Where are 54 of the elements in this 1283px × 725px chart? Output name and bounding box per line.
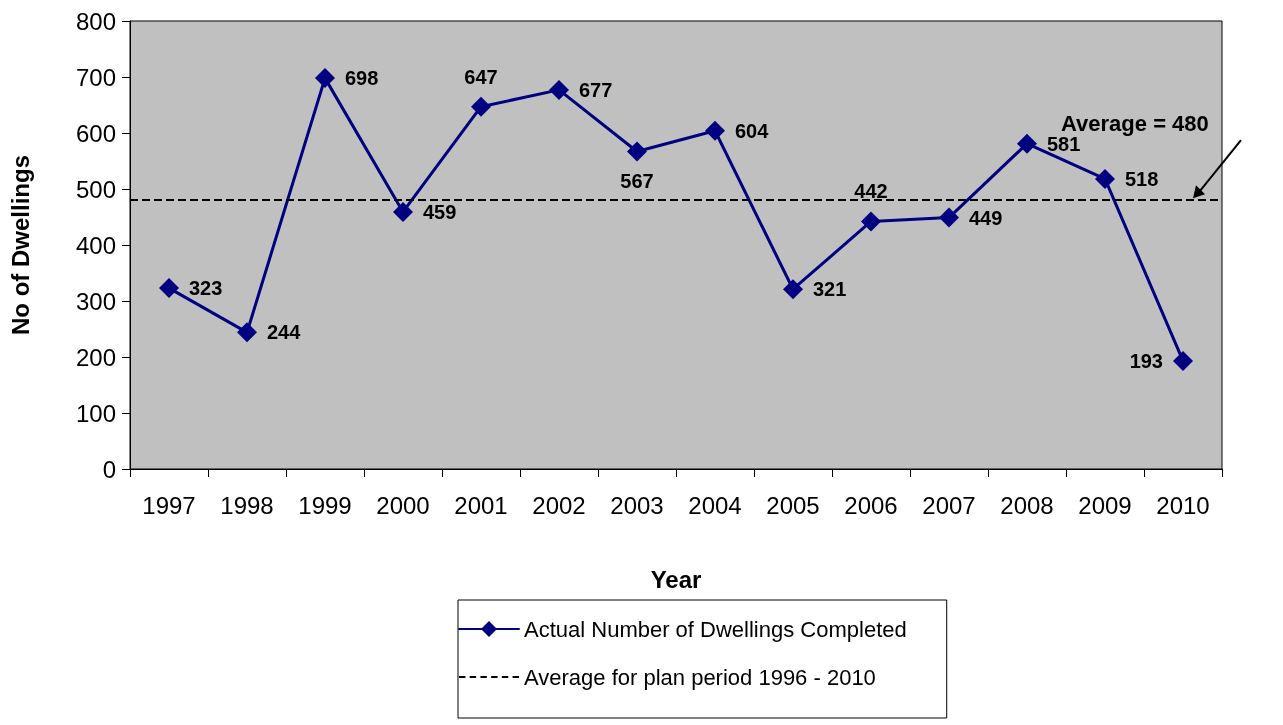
data-label: 244 <box>267 321 302 344</box>
x-tick-label: 2003 <box>610 491 664 519</box>
point <box>159 278 179 299</box>
point <box>1017 133 1037 154</box>
data-label: 323 <box>189 277 223 300</box>
data-label: 449 <box>969 206 1003 229</box>
point <box>627 141 647 162</box>
point <box>1095 168 1115 189</box>
data-label: 604 <box>735 119 770 142</box>
y-tick-label: 100 <box>75 399 116 427</box>
x-tick-label: 2000 <box>376 491 430 519</box>
x-tick-label: 2010 <box>1156 491 1210 519</box>
y-tick-label: 700 <box>75 63 116 91</box>
x-tick-label: 2008 <box>1000 491 1054 519</box>
y-tick-label: 400 <box>75 231 116 259</box>
y-tick-label: 800 <box>75 7 116 35</box>
point <box>939 207 959 228</box>
data-label: 321 <box>813 278 847 301</box>
y-axis-title: No of Dwellings <box>6 155 34 335</box>
point <box>393 201 413 222</box>
data-label: 442 <box>854 180 888 203</box>
point <box>1173 350 1193 371</box>
x-tick-label: 2009 <box>1078 491 1132 519</box>
x-tick-label: 2006 <box>844 491 898 519</box>
legend-label: Average for plan period 1996 - 2010 <box>524 664 876 690</box>
y-tick-label: 600 <box>75 119 116 147</box>
data-label: 647 <box>464 65 498 88</box>
point <box>861 211 881 232</box>
y-tick-label: 500 <box>75 175 116 203</box>
data-label: 677 <box>579 78 613 101</box>
y-tick-label: 200 <box>75 343 116 371</box>
legend-label: Actual Number of Dwellings Completed <box>524 616 907 642</box>
x-tick-label: 2001 <box>454 491 508 519</box>
data-label: 193 <box>1129 349 1163 372</box>
point <box>315 68 335 89</box>
x-tick-label: 1998 <box>220 491 274 519</box>
point <box>705 120 725 141</box>
point <box>237 322 257 343</box>
y-tick-label: 0 <box>102 455 116 483</box>
data-label: 518 <box>1125 167 1159 190</box>
x-tick-label: 2004 <box>688 491 742 519</box>
data-label: 459 <box>423 200 457 223</box>
point <box>471 96 491 117</box>
x-tick-label: 2002 <box>532 491 586 519</box>
point <box>549 79 569 100</box>
x-axis-title: Year <box>650 565 702 593</box>
x-tick-label: 1997 <box>142 491 196 519</box>
data-label: 567 <box>620 170 654 193</box>
data-label: 698 <box>345 67 379 90</box>
point <box>783 279 803 300</box>
x-tick-label: 2005 <box>766 491 820 519</box>
x-tick-label: 1999 <box>298 491 352 519</box>
y-tick-label: 300 <box>75 287 116 315</box>
x-tick-label: 2007 <box>922 491 976 519</box>
